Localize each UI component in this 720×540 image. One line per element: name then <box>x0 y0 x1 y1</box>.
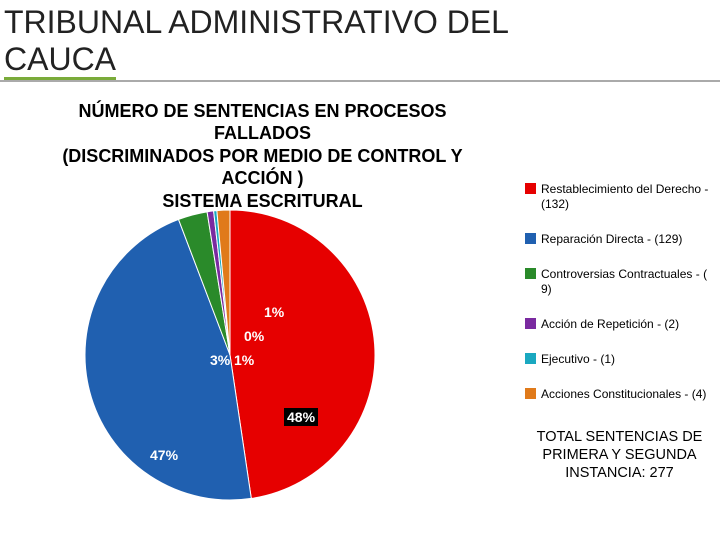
title-line-1: TRIBUNAL ADMINISTRATIVO DEL <box>4 4 509 40</box>
legend-item: Ejecutivo - (1) <box>525 352 714 367</box>
title-line-2: CAUCA <box>4 41 116 80</box>
legend-swatch <box>525 318 536 329</box>
legend-swatch <box>525 268 536 279</box>
legend-swatch <box>525 233 536 244</box>
legend-label: Restablecimiento del Derecho - (132) <box>541 182 714 212</box>
legend-label: Acciones Constitucionales - (4) <box>541 387 706 402</box>
page-title: TRIBUNAL ADMINISTRATIVO DEL CAUCA <box>0 0 720 82</box>
percent-label: 3% <box>210 352 230 368</box>
legend-label: Reparación Directa - (129) <box>541 232 682 247</box>
percent-label: 47% <box>150 447 178 463</box>
legend-item: Restablecimiento del Derecho - (132) <box>525 182 714 212</box>
legend-item: Acciones Constitucionales - (4) <box>525 387 714 402</box>
legend-swatch <box>525 388 536 399</box>
legend-swatch <box>525 183 536 194</box>
pie-chart-area: NÚMERO DE SENTENCIAS EN PROCESOS FALLADO… <box>0 82 525 502</box>
percent-label: 48% <box>284 408 318 426</box>
legend-label: Ejecutivo - (1) <box>541 352 615 367</box>
chart-title-line-1: NÚMERO DE SENTENCIAS EN PROCESOS FALLADO… <box>78 101 446 144</box>
chart-title: NÚMERO DE SENTENCIAS EN PROCESOS FALLADO… <box>0 82 525 215</box>
chart-title-line-3: SISTEMA ESCRITURAL <box>162 191 362 211</box>
legend-item: Reparación Directa - (129) <box>525 232 714 247</box>
percent-label: 1% <box>234 352 254 368</box>
legend-item: Acción de Repetición - (2) <box>525 317 714 332</box>
percent-label: 1% <box>264 304 284 320</box>
legend-item: Controversias Contractuales - ( 9) <box>525 267 714 297</box>
legend-label: Controversias Contractuales - ( 9) <box>541 267 714 297</box>
content: NÚMERO DE SENTENCIAS EN PROCESOS FALLADO… <box>0 82 720 502</box>
percent-label: 0% <box>244 328 264 344</box>
legend-label: Acción de Repetición - (2) <box>541 317 679 332</box>
totals-text: TOTAL SENTENCIAS DE PRIMERA Y SEGUNDA IN… <box>525 422 714 482</box>
chart-title-line-2: (DISCRIMINADOS POR MEDIO DE CONTROL Y AC… <box>62 146 462 189</box>
legend: Restablecimiento del Derecho - (132) Repa… <box>525 82 720 502</box>
legend-swatch <box>525 353 536 364</box>
